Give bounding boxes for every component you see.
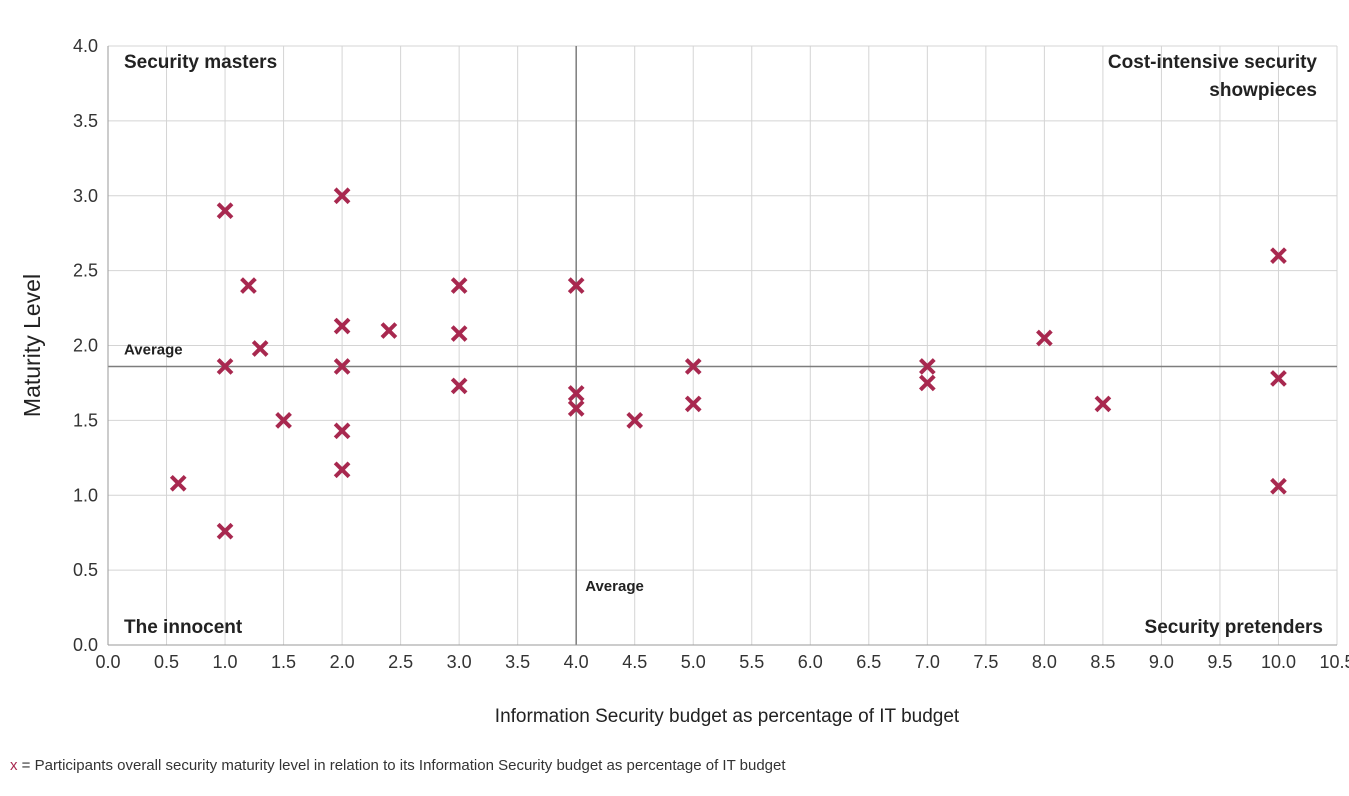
- data-point: [567, 385, 585, 402]
- footnote: x = Participants overall security maturi…: [10, 757, 786, 774]
- data-points: [169, 187, 1287, 540]
- labels: Security masters Cost-intensive security…: [19, 52, 1323, 727]
- x-tick-label: 5.0: [681, 652, 706, 672]
- data-point: [1270, 477, 1287, 495]
- quadrant-label-cost-intensive-line1: Cost-intensive security: [1108, 52, 1317, 73]
- y-tick-label: 4.0: [73, 36, 98, 56]
- data-point: [1036, 329, 1053, 347]
- average-x-label: Average: [585, 578, 644, 595]
- data-point: [1094, 395, 1112, 413]
- x-tick-label: 8.5: [1090, 652, 1115, 672]
- x-tick-label: 6.5: [856, 652, 881, 672]
- x-axis-title: Information Security budget as percentag…: [495, 706, 960, 727]
- data-point: [380, 322, 398, 339]
- data-point: [333, 358, 351, 375]
- data-point: [216, 202, 234, 220]
- x-tick-label: 0.5: [154, 652, 179, 672]
- quadrant-label-security-pretenders: Security pretenders: [1145, 617, 1323, 638]
- data-point: [567, 277, 585, 294]
- x-tick-label: 9.5: [1207, 652, 1232, 672]
- x-tick-label: 2.5: [388, 652, 413, 672]
- data-point: [450, 377, 468, 395]
- quadrant-label-the-innocent: The innocent: [124, 617, 243, 638]
- y-tick-label: 2.5: [73, 261, 98, 281]
- x-tick-label: 1.5: [271, 652, 296, 672]
- data-point: [626, 412, 644, 429]
- x-tick-label: 5.5: [739, 652, 764, 672]
- x-tick-label: 10.0: [1261, 652, 1296, 672]
- data-point: [240, 277, 257, 294]
- y-tick-label: 2.0: [73, 336, 98, 356]
- grid: [108, 45, 1338, 645]
- average-lines: [108, 46, 1337, 645]
- x-tick-label: 6.0: [798, 652, 823, 672]
- quadrant-label-security-masters: Security masters: [124, 52, 277, 73]
- footnote-marker: x: [10, 757, 18, 774]
- x-tick-label: 3.5: [505, 652, 530, 672]
- data-point: [275, 412, 292, 429]
- data-point: [567, 400, 585, 417]
- x-tick-label: 4.5: [622, 652, 647, 672]
- data-point: [216, 522, 234, 540]
- x-tick-label: 1.0: [213, 652, 238, 672]
- data-point: [216, 358, 234, 375]
- data-point: [1270, 370, 1287, 387]
- data-point: [251, 340, 269, 357]
- data-point: [684, 358, 702, 375]
- data-point: [1270, 247, 1287, 264]
- data-point: [333, 461, 351, 479]
- x-tick-label: 0.0: [95, 652, 120, 672]
- x-tick-label: 3.0: [447, 652, 472, 672]
- data-point: [919, 358, 936, 375]
- quadrant-label-cost-intensive-line2: showpieces: [1209, 80, 1317, 101]
- data-point: [450, 325, 468, 342]
- y-tick-label: 0.0: [73, 635, 98, 655]
- axes: 0.0 0.5 1.0 1.5 2.0 2.5 3.0 3.5 4.0 4.5 5.0 5.5 6.0 6…: [73, 36, 1349, 672]
- x-tick-label: 4.0: [564, 652, 589, 672]
- x-tick-label: 9.0: [1149, 652, 1174, 672]
- data-point: [333, 422, 351, 440]
- data-point: [333, 317, 351, 335]
- y-tick-label: 3.5: [73, 111, 98, 131]
- data-point: [919, 374, 936, 392]
- x-tick-label: 7.0: [915, 652, 940, 672]
- average-y-label: Average: [124, 341, 183, 358]
- data-point: [684, 395, 702, 413]
- y-tick-label: 1.5: [73, 410, 98, 430]
- data-point: [333, 187, 351, 205]
- y-axis-title: Maturity Level: [19, 274, 45, 417]
- x-tick-label: 2.0: [330, 652, 355, 672]
- y-tick-label: 1.0: [73, 485, 98, 505]
- data-point: [169, 474, 187, 492]
- y-tick-label: 3.0: [73, 186, 98, 206]
- footnote-text: = Participants overall security maturity…: [17, 757, 786, 774]
- y-tick-label: 0.5: [73, 560, 98, 580]
- data-point: [450, 277, 468, 294]
- x-tick-label: 7.5: [973, 652, 998, 672]
- x-tick-label: 8.0: [1032, 652, 1057, 672]
- x-tick-label: 10.5: [1319, 652, 1349, 672]
